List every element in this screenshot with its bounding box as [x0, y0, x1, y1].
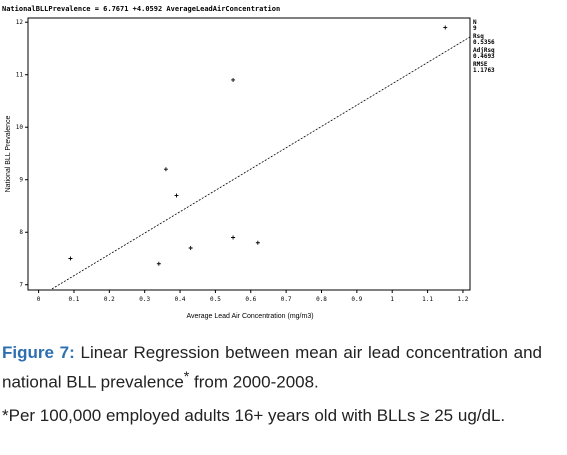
x-tick-label: 0.9	[351, 296, 362, 303]
x-tick-label: 1.1	[422, 296, 433, 303]
stat-value: 1.1763	[473, 67, 495, 74]
fit-line	[49, 36, 470, 290]
y-tick-label: 10	[16, 124, 24, 131]
y-axis-label: National BLL Prevalence	[5, 116, 12, 193]
caption: Figure 7: Linear Regression between mean…	[2, 340, 542, 395]
caption-text: Linear Regression between mean air lead …	[2, 343, 542, 392]
x-tick-label: 0.5	[210, 296, 221, 303]
y-tick-label: 11	[16, 72, 24, 79]
plot-frame	[27, 17, 471, 291]
point	[231, 77, 236, 82]
title-intercept: 6.7671	[103, 5, 128, 13]
point	[163, 167, 168, 172]
x-tick-label: 1.2	[458, 296, 469, 303]
footnote: *Per 100,000 employed adults 16+ years o…	[2, 406, 506, 425]
point	[231, 235, 236, 240]
x-tick-label: 0.6	[245, 296, 256, 303]
stat-label: N	[473, 19, 477, 26]
stat-label: AdjRsq	[473, 47, 495, 54]
caption-tail: from 2000-2008.	[194, 372, 319, 392]
point	[188, 245, 193, 250]
stat-label: RMSE	[473, 61, 488, 68]
point	[174, 193, 179, 198]
chart: NationalBLLPrevalence = 6.7671 +4.0592 A…	[2, 5, 495, 320]
x-tick-label: 0.8	[316, 296, 327, 303]
point	[255, 240, 260, 245]
y-tick-label: 8	[19, 229, 23, 236]
stat-label: Rsq	[473, 33, 484, 40]
title-part: NationalBLLPrevalence =	[2, 5, 99, 13]
x-tick-label: 0.4	[175, 296, 186, 303]
fit-group	[49, 36, 470, 290]
chart-title: NationalBLLPrevalence = 6.7671 +4.0592 A…	[2, 5, 280, 13]
y-tick-label: 9	[19, 177, 23, 184]
x-tick-label: 0.3	[139, 296, 150, 303]
stat-value: 0.4693	[473, 53, 495, 60]
stat-value: 9	[473, 25, 477, 32]
figure-label: Figure 7:	[2, 343, 75, 362]
stat-value: 0.5356	[473, 39, 495, 46]
title-part: +	[133, 5, 137, 13]
caption-mark: *	[183, 369, 190, 385]
x-tick-label: 0.2	[104, 296, 115, 303]
x-axis-label: Average Lead Air Concentration (mg/m3)	[186, 313, 313, 320]
y-tick-label: 7	[19, 282, 23, 289]
x-tick-label: 1	[390, 296, 394, 303]
title-part: AverageLeadAirConcentration	[166, 5, 280, 13]
point	[443, 25, 448, 30]
x-tick-label: 0.7	[281, 296, 292, 303]
y-tick-label: 12	[16, 19, 24, 26]
x-tick-label: 0	[37, 296, 41, 303]
point	[156, 261, 161, 266]
x-tick-label: 0.1	[69, 296, 80, 303]
point	[68, 256, 73, 261]
title-slope: 4.0592	[137, 5, 162, 13]
